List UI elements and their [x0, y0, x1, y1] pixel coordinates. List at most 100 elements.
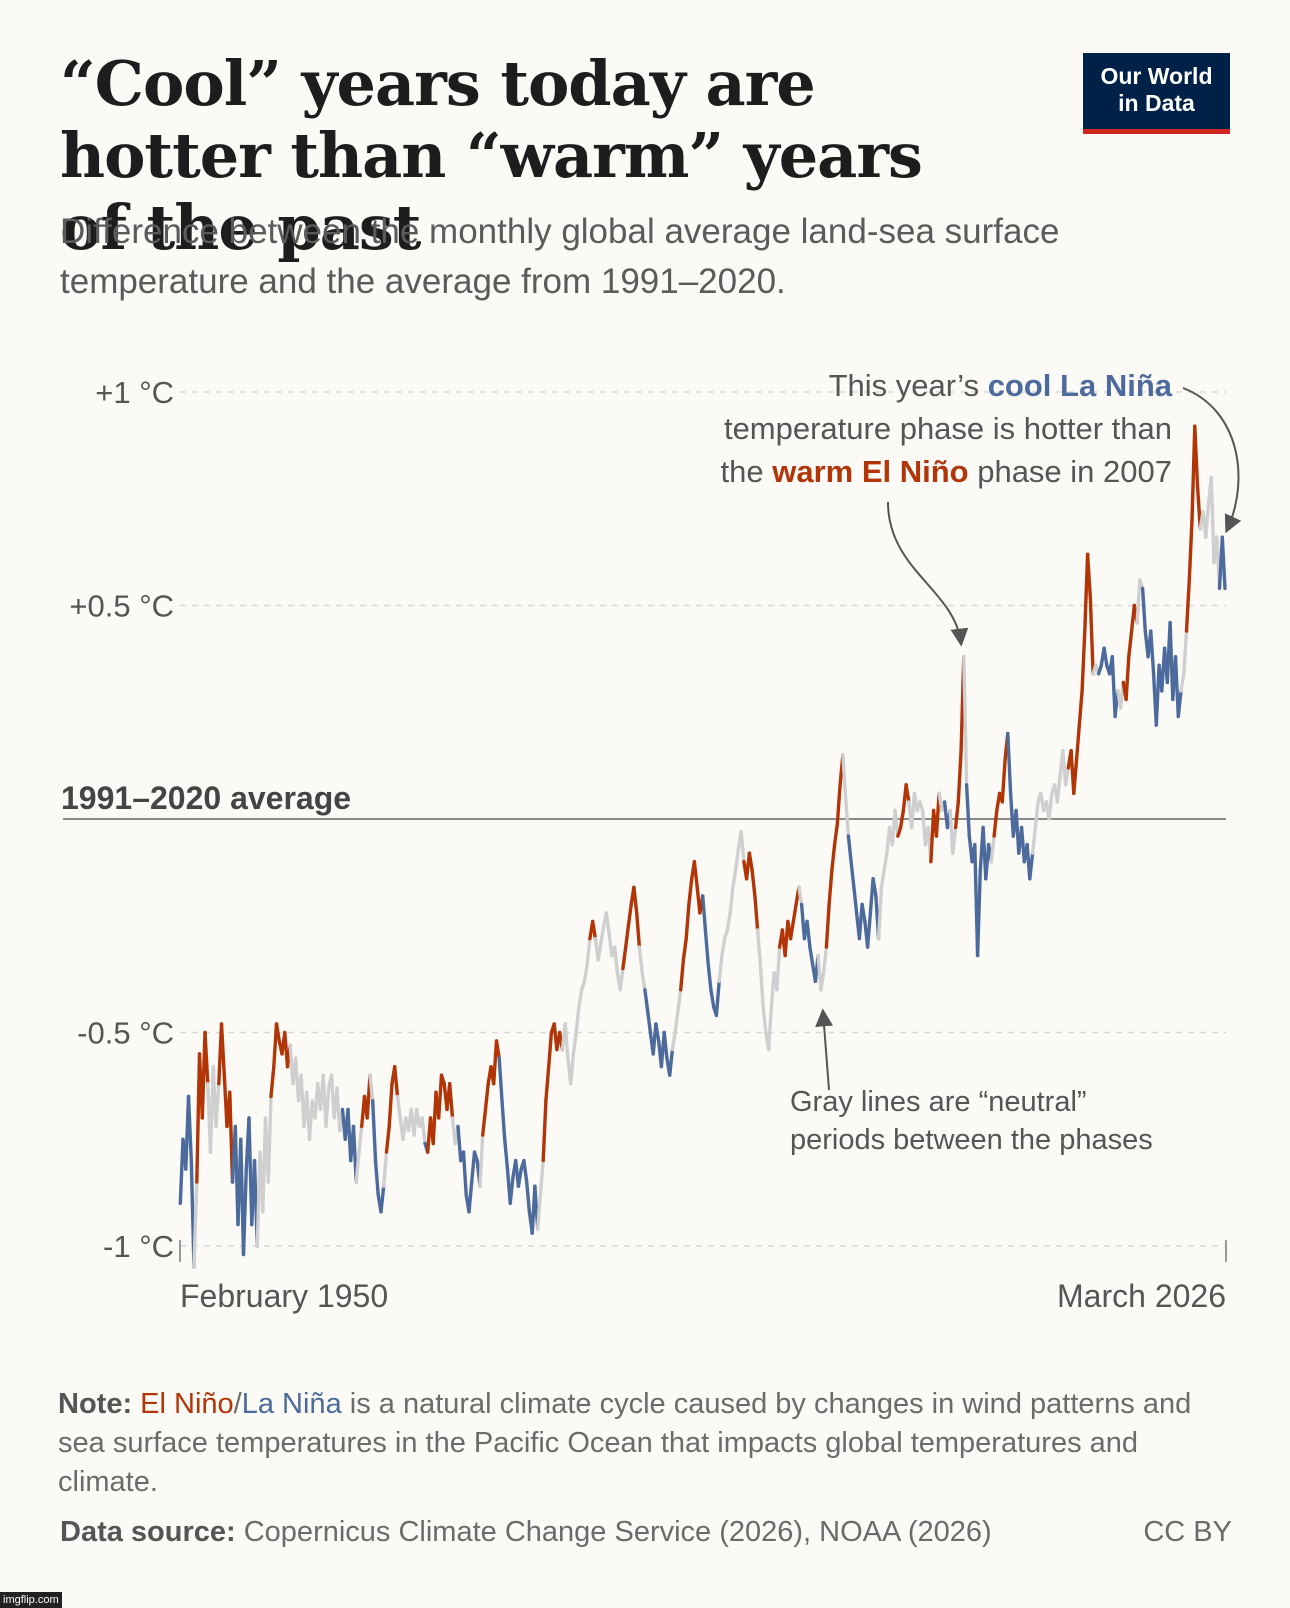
- note-slash: /: [234, 1388, 242, 1420]
- series-segment-33: [271, 1067, 274, 1097]
- series-segment-168: [642, 973, 645, 990]
- series-segment-209: [755, 896, 758, 930]
- series-segment-261: [901, 811, 904, 828]
- series-segment-71: [376, 1161, 379, 1195]
- series-segment-158: [615, 947, 618, 973]
- series-segment-140: [565, 1024, 568, 1058]
- series-segment-126: [527, 1182, 530, 1212]
- series-segment-191: [705, 930, 708, 964]
- x-label-end: March 2026: [1057, 1278, 1226, 1314]
- series-segment-101: [458, 1126, 461, 1160]
- series-segment-111: [486, 1084, 489, 1110]
- series-segment-179: [672, 1033, 675, 1050]
- series-segment-88: [422, 1118, 425, 1144]
- series-segment-237: [835, 823, 838, 844]
- series-segment-295: [994, 811, 997, 837]
- series-segment-281: [956, 802, 959, 828]
- series-segment-204: [741, 832, 744, 862]
- series-segment-98: [450, 1084, 453, 1118]
- series-segment-13: [216, 1084, 219, 1127]
- series-segment-217: [777, 947, 780, 990]
- series-segment-9: [205, 1033, 208, 1084]
- series-segment-228: [810, 947, 813, 964]
- series-segment-244: [854, 887, 857, 913]
- series-segment-326: [1079, 691, 1082, 725]
- x-label-start: February 1950: [180, 1278, 388, 1314]
- series-segment-163: [628, 904, 631, 925]
- source-text: Copernicus Climate Change Service (2026)…: [244, 1516, 992, 1548]
- series-segment-285: [967, 785, 970, 836]
- series-segment-117: [502, 1101, 505, 1140]
- series-segment-120: [510, 1178, 513, 1204]
- series-segment-161: [623, 947, 626, 968]
- series-segment-53: [326, 1088, 329, 1126]
- data-source: Data source: Copernicus Climate Change S…: [60, 1513, 992, 1552]
- series-segment-165: [634, 887, 637, 913]
- series-segment-125: [524, 1161, 527, 1182]
- series-segment-162: [626, 926, 629, 947]
- series-segment-145: [579, 990, 582, 1007]
- series-segment-190: [703, 896, 706, 930]
- series-segment-210: [758, 930, 761, 964]
- series-segment-152: [598, 943, 601, 960]
- series-segment-289: [978, 870, 981, 955]
- callout-line3-pre: the: [721, 454, 773, 489]
- series-segment-372: [1206, 503, 1209, 537]
- y-tick-label-0: +1 °C: [95, 375, 174, 410]
- series-segment-347: [1137, 580, 1140, 623]
- y-tick-label-2: -0.5 °C: [77, 1016, 174, 1051]
- series-segment-123: [518, 1169, 521, 1186]
- annotations: This year’s cool La Niña temperature pha…: [721, 368, 1239, 1156]
- series-segment-315: [1049, 793, 1052, 819]
- series-segment-180: [675, 1011, 678, 1032]
- callout-warm-el-nino: warm El Niño: [771, 454, 968, 489]
- series-segment-75: [387, 1126, 390, 1152]
- callout-line3-post: phase in 2007: [969, 454, 1172, 489]
- series-segment-74: [384, 1152, 387, 1186]
- series-segment-23: [244, 1169, 247, 1254]
- series-segment-65: [359, 1126, 362, 1152]
- series-segment-235: [829, 870, 832, 904]
- series-segment-130: [538, 1195, 541, 1229]
- series-segment-134: [549, 1033, 552, 1067]
- series-segment-318: [1057, 776, 1060, 802]
- series-segment-202: [736, 849, 739, 870]
- series-segment-212: [763, 1007, 766, 1033]
- series-segment-364: [1184, 631, 1187, 674]
- series-segment-335: [1104, 648, 1107, 665]
- series-segment-300: [1008, 734, 1011, 794]
- series-segment-196: [719, 956, 722, 982]
- series-segment-15: [222, 1024, 225, 1075]
- series-segment-368: [1195, 426, 1198, 486]
- owid-logo[interactable]: Our World in Data: [1083, 53, 1230, 134]
- series-segment-105: [469, 1182, 472, 1212]
- series-segment-183: [683, 939, 686, 960]
- series-segment-241: [846, 798, 849, 837]
- series-segment-79: [398, 1097, 401, 1118]
- series-segment-200: [730, 887, 733, 913]
- series-segment-70: [373, 1101, 376, 1161]
- series-segment-240: [843, 755, 846, 798]
- series-segment-330: [1090, 597, 1093, 674]
- la-nina-callout-line-1: This year’s cool La Niña: [829, 368, 1173, 403]
- series-segment-150: [593, 922, 596, 939]
- series-segment-236: [832, 845, 835, 871]
- series-segment-308: [1030, 853, 1033, 879]
- series-segment-116: [499, 1058, 502, 1101]
- license-link[interactable]: CC BY: [1143, 1513, 1232, 1552]
- series-segment-166: [637, 913, 640, 947]
- series-segment-234: [826, 904, 829, 947]
- series-segment-32: [268, 1097, 271, 1183]
- series-segment-374: [1211, 477, 1214, 562]
- series-segment-327: [1082, 631, 1085, 691]
- series-segment-187: [694, 862, 697, 888]
- series-segment-133: [546, 1067, 549, 1101]
- series-segment-253: [879, 887, 882, 938]
- series-segment-143: [573, 1033, 576, 1054]
- series-segment-178: [670, 1050, 673, 1076]
- series-segment-254: [881, 870, 884, 887]
- series-segment-131: [540, 1161, 543, 1195]
- series-segment-197: [722, 939, 725, 956]
- neutral-callout-line-2: periods between the phases: [790, 1124, 1153, 1156]
- series-segment-199: [727, 913, 730, 930]
